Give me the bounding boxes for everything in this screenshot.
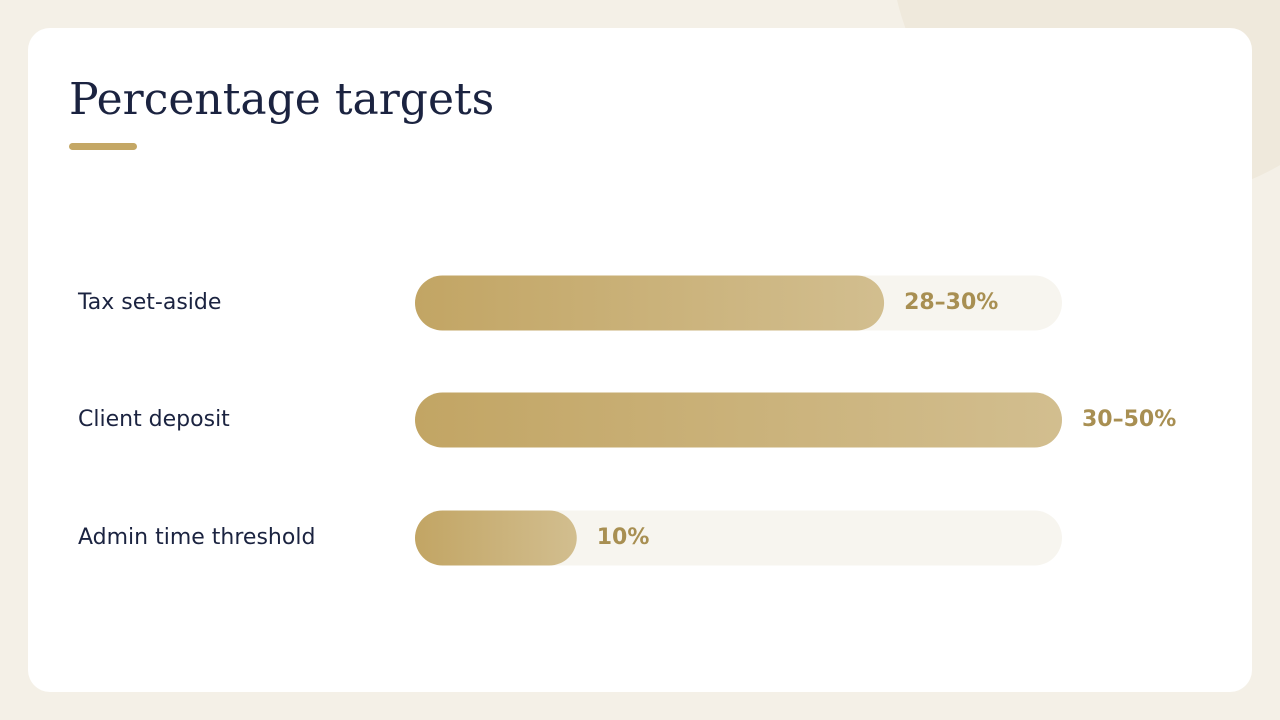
bar <box>415 510 577 566</box>
value-label: 28–30% <box>904 290 998 315</box>
category-label: Admin time threshold <box>78 525 315 550</box>
chart-title: Percentage targets <box>69 74 494 125</box>
bar <box>415 392 1062 448</box>
category-label: Client deposit <box>78 407 230 432</box>
title-underline <box>69 143 137 150</box>
category-label: Tax set-aside <box>77 290 221 315</box>
bar <box>415 275 885 331</box>
value-label: 30–50% <box>1082 407 1176 432</box>
card <box>28 28 1252 692</box>
bar-track <box>415 510 1062 566</box>
value-label: 10% <box>597 525 650 550</box>
